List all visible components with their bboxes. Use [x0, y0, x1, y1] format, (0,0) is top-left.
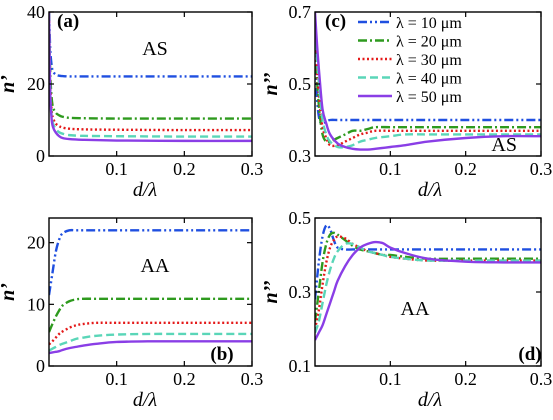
y-axis-label: n’ — [0, 75, 19, 93]
panel-annotation: AA — [141, 255, 170, 277]
series-group — [49, 12, 252, 143]
series-line-2 — [315, 47, 541, 144]
y-tick-label: 0.7 — [289, 2, 312, 22]
series-line-5 — [49, 12, 252, 143]
x-axis-label: d/λ — [133, 389, 158, 411]
series-line-5 — [315, 12, 541, 151]
series-group — [49, 228, 252, 355]
x-axis-label: d/λ — [418, 389, 443, 411]
x-tick-label: 0.2 — [454, 159, 477, 179]
x-tick-label: 0.2 — [454, 369, 477, 389]
panel-b: 0.1 0.2 0.3 0 10 20 d/λ n’ (b) AA — [0, 217, 264, 411]
x-tick-label: 0.1 — [105, 159, 128, 179]
x-tick-label: 0.3 — [530, 159, 553, 179]
series-line-2 — [49, 12, 252, 120]
y-tick-label: 0.5 — [289, 74, 312, 94]
y-tick-label: 20 — [27, 74, 45, 94]
panel-label: (d) — [518, 344, 541, 365]
legend-entry: λ = 30 μm — [396, 52, 462, 69]
x-tick-label: 0.1 — [379, 369, 402, 389]
y-tick-label: 0 — [36, 356, 45, 376]
y-tick-label: 0 — [36, 146, 45, 166]
x-tick-label: 0.3 — [241, 369, 264, 389]
x-tick-label: 0.2 — [173, 369, 196, 389]
y-tick-label: 0.1 — [289, 356, 312, 376]
y-tick-label: 40 — [27, 2, 45, 22]
legend-entry: λ = 50 μm — [396, 89, 462, 106]
series-group — [315, 223, 541, 341]
series-group — [315, 12, 541, 151]
legend: λ = 10 μm λ = 20 μmλ = 30 μm λ = 40 μmλ = … — [358, 15, 462, 106]
y-tick-label: 0.3 — [289, 282, 312, 302]
x-tick-label: 0.2 — [173, 159, 196, 179]
series-line-4 — [49, 12, 252, 138]
legend-entry: λ = 40 μm — [396, 71, 462, 88]
series-line-4 — [49, 332, 252, 352]
panel-annotation: AS — [491, 134, 517, 156]
panel-label: (c) — [325, 11, 346, 32]
x-tick-label: 0.1 — [379, 159, 402, 179]
plot-frame — [48, 217, 253, 367]
y-tick-label: 0.3 — [289, 146, 312, 166]
panel-label: (a) — [57, 11, 79, 32]
series-line-4 — [315, 29, 541, 149]
panel-label: (b) — [210, 344, 233, 365]
panel-annotation: AA — [401, 298, 430, 320]
y-tick-label: 20 — [27, 233, 45, 253]
plot-frame — [48, 11, 253, 157]
x-tick-label: 0.1 — [105, 369, 128, 389]
series-line-5 — [315, 240, 541, 341]
legend-entry: λ = 20 μm — [396, 34, 462, 51]
series-line-1 — [315, 65, 541, 125]
x-tick-label: 0.3 — [530, 369, 553, 389]
series-line-3 — [49, 321, 252, 346]
panel-c: 0.1 0.2 0.3 0.3 0.5 0.7 d/λ n’’ (c) AS — [260, 2, 552, 201]
x-axis-label: d/λ — [133, 179, 158, 201]
y-tick-label: 10 — [27, 294, 45, 314]
legend-entry: λ = 10 μm — [396, 15, 462, 32]
series-line-5 — [49, 340, 252, 355]
series-line-3 — [49, 12, 252, 132]
x-axis-label: d/λ — [418, 179, 443, 201]
y-tick-label: 0.5 — [289, 208, 312, 228]
x-tick-label: 0.3 — [241, 159, 264, 179]
y-axis-label: n’’ — [260, 73, 282, 96]
y-axis-label: n’’ — [260, 281, 282, 304]
panel-annotation: AS — [142, 38, 168, 60]
panel-d: 0.1 0.2 0.3 0.1 0.3 0.5 d/λ n’’ (d) AA — [260, 208, 552, 411]
series-line-2 — [49, 297, 252, 333]
panel-a: 0.1 0.2 0.3 0 20 40 d/λ n’ (a) AS — [0, 2, 263, 201]
y-axis-label: n’ — [0, 283, 19, 301]
